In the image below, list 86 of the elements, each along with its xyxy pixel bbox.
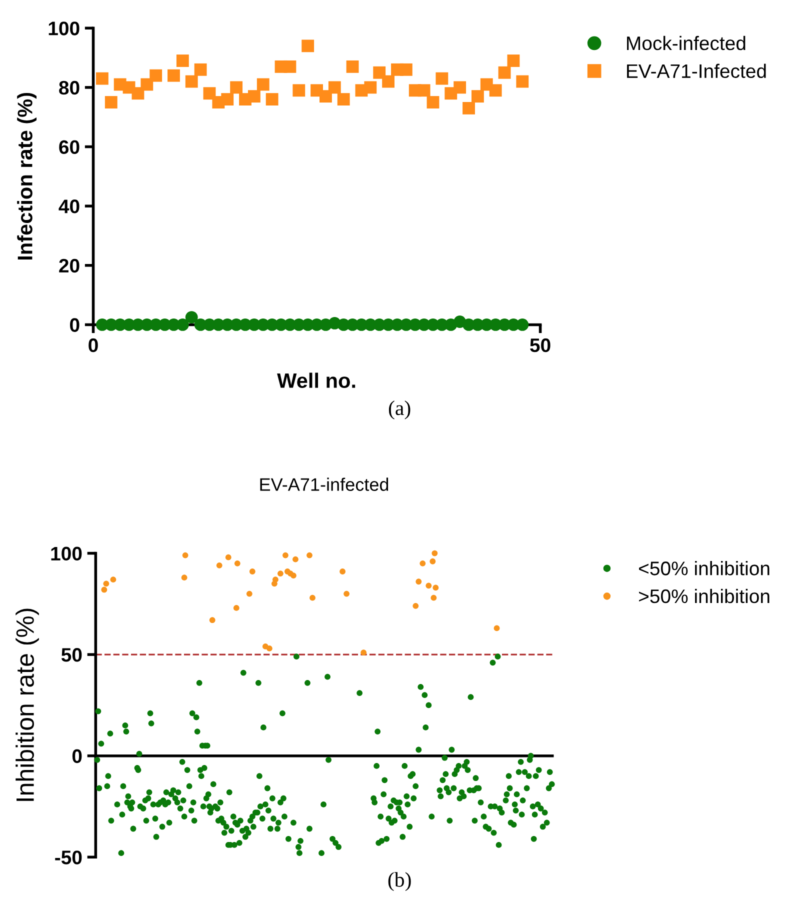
point xyxy=(266,646,272,652)
point xyxy=(430,558,436,564)
point xyxy=(176,54,189,67)
y-tick-label: 0 xyxy=(70,318,80,332)
chart-title: EV-A71-infected xyxy=(260,478,388,491)
point xyxy=(400,63,412,76)
point xyxy=(278,570,284,576)
point xyxy=(337,93,350,106)
point xyxy=(346,60,359,73)
y-tick-label: -50 xyxy=(55,850,82,864)
point xyxy=(420,560,426,566)
point xyxy=(194,63,207,76)
point xyxy=(209,617,216,624)
point xyxy=(416,578,422,585)
point xyxy=(310,594,316,601)
y-tick-label: 100 xyxy=(51,546,82,561)
y-tick-label: 0 xyxy=(72,749,82,764)
y-tick-label: 20 xyxy=(59,258,80,273)
point xyxy=(185,75,198,88)
point xyxy=(471,90,484,103)
legend-label: >50% inhibition xyxy=(639,588,770,604)
point xyxy=(340,568,346,574)
y-axis-title: Infection rate (%) xyxy=(17,92,37,260)
point xyxy=(344,590,350,597)
point xyxy=(246,590,252,597)
point xyxy=(382,75,395,88)
point xyxy=(104,96,118,108)
point xyxy=(290,572,296,578)
point xyxy=(373,66,386,79)
point xyxy=(436,72,448,85)
point xyxy=(364,81,377,94)
point xyxy=(233,605,240,611)
legend-label: Mock-infected xyxy=(627,36,746,50)
point xyxy=(266,93,278,106)
point xyxy=(216,562,222,568)
point xyxy=(185,311,198,324)
point xyxy=(249,568,256,574)
y-tick-label: 100 xyxy=(48,22,80,36)
point xyxy=(432,584,439,591)
point xyxy=(272,576,278,583)
point xyxy=(182,552,188,558)
point xyxy=(418,84,430,97)
point xyxy=(360,650,367,656)
point xyxy=(426,582,432,589)
legend-label: <50% inhibition xyxy=(639,561,770,576)
point xyxy=(430,594,437,601)
point xyxy=(225,554,232,560)
y-tick-label: 40 xyxy=(58,200,80,214)
point xyxy=(494,625,500,632)
y-axis-title: Inhibition rate (%) xyxy=(16,608,39,801)
point xyxy=(507,54,520,67)
y-tick-label: 80 xyxy=(59,80,80,95)
point xyxy=(103,580,110,587)
point xyxy=(454,81,466,94)
point xyxy=(516,75,529,88)
point xyxy=(110,576,116,583)
point xyxy=(168,69,180,82)
point xyxy=(256,78,270,91)
point xyxy=(221,93,234,106)
point xyxy=(284,60,296,73)
point xyxy=(234,560,240,566)
point xyxy=(302,40,314,52)
text: (a) xyxy=(388,400,410,420)
point xyxy=(498,66,511,79)
point xyxy=(412,602,419,609)
point xyxy=(489,84,502,97)
point xyxy=(96,72,108,85)
point xyxy=(282,552,288,558)
y-tick-label: 60 xyxy=(59,140,80,154)
point xyxy=(306,552,312,558)
point xyxy=(248,90,260,103)
point xyxy=(230,81,243,94)
point xyxy=(328,81,341,94)
point xyxy=(292,84,306,97)
point xyxy=(432,550,438,556)
point xyxy=(150,69,162,82)
legend-label: EV-A71-Infected xyxy=(627,64,766,78)
point xyxy=(101,586,108,593)
text: (b) xyxy=(388,872,411,892)
y-tick-label: 50 xyxy=(61,648,82,662)
point xyxy=(292,556,298,562)
point xyxy=(426,96,440,108)
point xyxy=(462,102,475,114)
point xyxy=(320,90,332,103)
x-axis-title: Well no. xyxy=(277,372,356,388)
point xyxy=(181,574,188,581)
